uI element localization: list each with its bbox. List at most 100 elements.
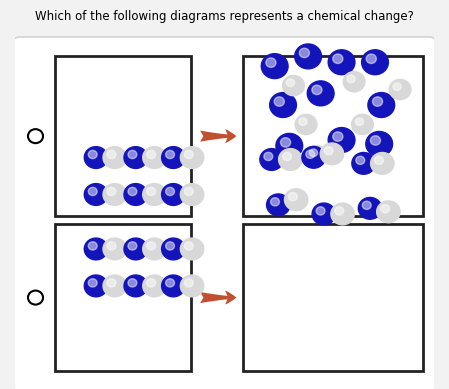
- Circle shape: [286, 79, 295, 87]
- Circle shape: [302, 146, 325, 168]
- Circle shape: [261, 54, 288, 79]
- Circle shape: [361, 50, 388, 75]
- Circle shape: [185, 151, 193, 159]
- Circle shape: [278, 149, 302, 170]
- Circle shape: [128, 242, 137, 250]
- Circle shape: [295, 114, 317, 135]
- Circle shape: [88, 151, 97, 159]
- Circle shape: [374, 156, 383, 165]
- Circle shape: [107, 279, 116, 287]
- Circle shape: [103, 184, 127, 205]
- Circle shape: [333, 132, 343, 141]
- Circle shape: [107, 151, 116, 159]
- Circle shape: [309, 149, 317, 157]
- Circle shape: [347, 75, 355, 83]
- FancyBboxPatch shape: [243, 224, 423, 371]
- Circle shape: [103, 147, 127, 168]
- Circle shape: [103, 275, 127, 297]
- Circle shape: [88, 187, 97, 196]
- Circle shape: [328, 50, 355, 75]
- Circle shape: [84, 184, 108, 205]
- Circle shape: [307, 81, 334, 106]
- Circle shape: [281, 138, 291, 147]
- Circle shape: [285, 189, 308, 210]
- Circle shape: [166, 279, 175, 287]
- Circle shape: [185, 242, 193, 250]
- Circle shape: [143, 238, 166, 260]
- Circle shape: [299, 118, 307, 126]
- Circle shape: [166, 151, 175, 159]
- Circle shape: [180, 275, 204, 297]
- Circle shape: [147, 151, 156, 159]
- FancyBboxPatch shape: [55, 224, 191, 371]
- Circle shape: [124, 147, 147, 168]
- Circle shape: [370, 136, 381, 145]
- Circle shape: [282, 75, 304, 96]
- Circle shape: [103, 238, 127, 260]
- Circle shape: [333, 54, 343, 63]
- Circle shape: [180, 147, 204, 168]
- Circle shape: [358, 198, 382, 219]
- Circle shape: [124, 184, 147, 205]
- Circle shape: [320, 143, 343, 165]
- Circle shape: [368, 93, 395, 117]
- Circle shape: [162, 238, 185, 260]
- Circle shape: [352, 114, 374, 135]
- Circle shape: [267, 194, 290, 216]
- Circle shape: [324, 147, 333, 155]
- Circle shape: [352, 152, 375, 174]
- Text: Which of the following diagrams represents a chemical change?: Which of the following diagrams represen…: [35, 10, 414, 23]
- Circle shape: [166, 187, 175, 196]
- Circle shape: [381, 205, 390, 213]
- Circle shape: [366, 54, 376, 63]
- Circle shape: [331, 203, 354, 225]
- Circle shape: [271, 198, 279, 206]
- Circle shape: [162, 147, 185, 168]
- Circle shape: [143, 275, 166, 297]
- Circle shape: [84, 147, 108, 168]
- Circle shape: [312, 85, 322, 95]
- Circle shape: [306, 150, 315, 158]
- Circle shape: [28, 291, 43, 305]
- Circle shape: [84, 238, 108, 260]
- Circle shape: [147, 242, 156, 250]
- Circle shape: [185, 187, 193, 196]
- Circle shape: [299, 48, 309, 58]
- Circle shape: [295, 44, 321, 69]
- Circle shape: [282, 152, 291, 161]
- Circle shape: [264, 152, 273, 161]
- FancyBboxPatch shape: [55, 56, 191, 216]
- Circle shape: [143, 184, 166, 205]
- Circle shape: [162, 184, 185, 205]
- Circle shape: [124, 238, 147, 260]
- Circle shape: [128, 151, 137, 159]
- Circle shape: [335, 207, 344, 215]
- Circle shape: [389, 79, 411, 100]
- Circle shape: [355, 118, 364, 126]
- Circle shape: [362, 201, 371, 209]
- Circle shape: [377, 201, 400, 223]
- Circle shape: [328, 128, 355, 152]
- Circle shape: [107, 187, 116, 196]
- Circle shape: [147, 187, 156, 196]
- Circle shape: [84, 275, 108, 297]
- Circle shape: [162, 275, 185, 297]
- Circle shape: [274, 97, 284, 106]
- Circle shape: [180, 238, 204, 260]
- Circle shape: [107, 242, 116, 250]
- Circle shape: [276, 133, 303, 158]
- Circle shape: [393, 83, 401, 91]
- Circle shape: [28, 129, 43, 143]
- Circle shape: [288, 193, 297, 201]
- Circle shape: [128, 279, 137, 287]
- Circle shape: [124, 275, 147, 297]
- Circle shape: [266, 58, 276, 67]
- Circle shape: [128, 187, 137, 196]
- Circle shape: [356, 156, 365, 165]
- Circle shape: [185, 279, 193, 287]
- Circle shape: [316, 207, 325, 215]
- Circle shape: [88, 242, 97, 250]
- FancyBboxPatch shape: [13, 37, 436, 389]
- Circle shape: [270, 93, 296, 117]
- Circle shape: [180, 184, 204, 205]
